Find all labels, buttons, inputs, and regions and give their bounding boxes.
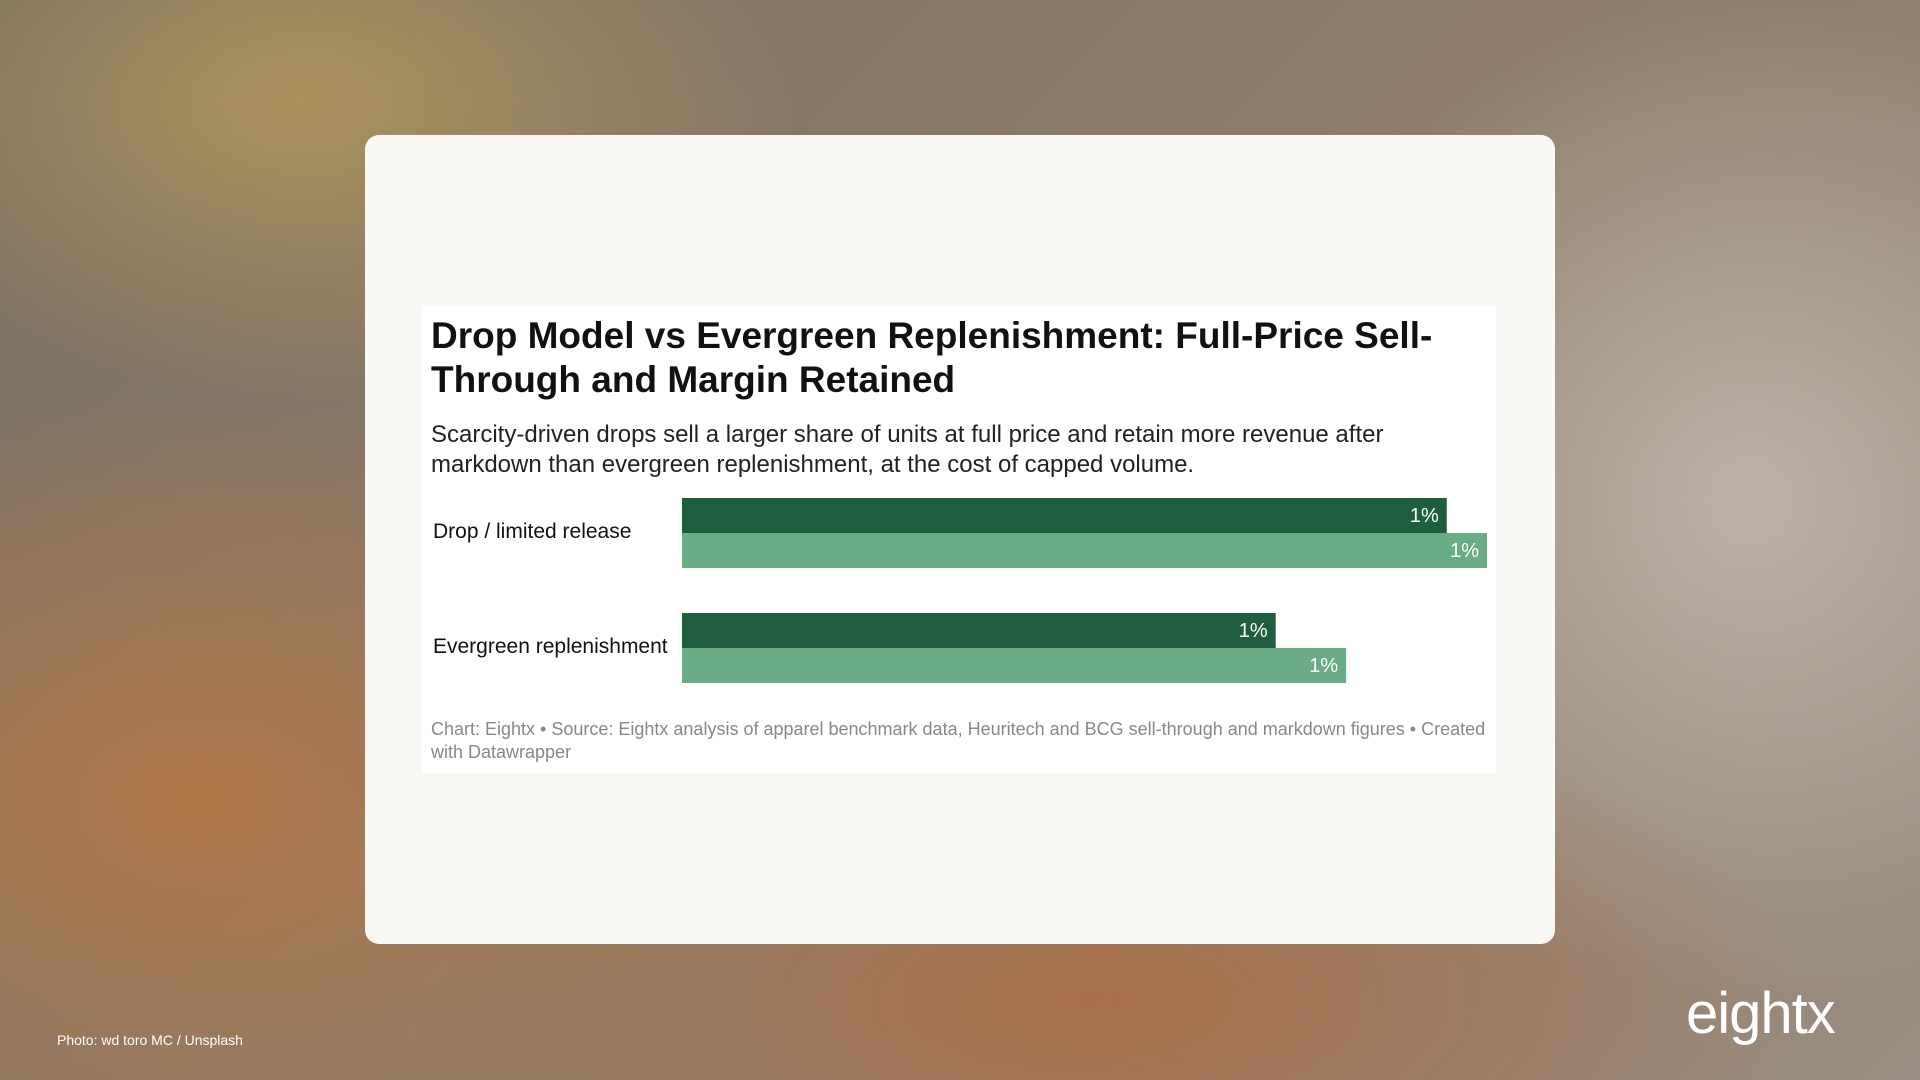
bar bbox=[682, 498, 1447, 533]
category-label: Drop / limited release bbox=[433, 520, 632, 543]
value-label: 1% bbox=[1410, 505, 1439, 527]
bar bbox=[682, 613, 1276, 648]
value-label: 1% bbox=[1239, 620, 1268, 642]
category-label: Evergreen replenishment bbox=[433, 635, 668, 658]
bar bbox=[682, 648, 1347, 683]
bar bbox=[682, 533, 1487, 568]
chart-subtitle: Scarcity-driven drops sell a larger shar… bbox=[431, 421, 1384, 478]
value-label: 1% bbox=[1309, 655, 1338, 677]
chart-footer: Chart: Eightx • Source: Eightx analysis … bbox=[431, 719, 1486, 762]
logo: eightx bbox=[1686, 981, 1836, 1046]
chart-title: Drop Model vs Evergreen Replenishment: F… bbox=[431, 315, 1433, 400]
value-label: 1% bbox=[1450, 540, 1479, 562]
photo-credit: Photo: wd toro MC / Unsplash bbox=[57, 1032, 243, 1048]
